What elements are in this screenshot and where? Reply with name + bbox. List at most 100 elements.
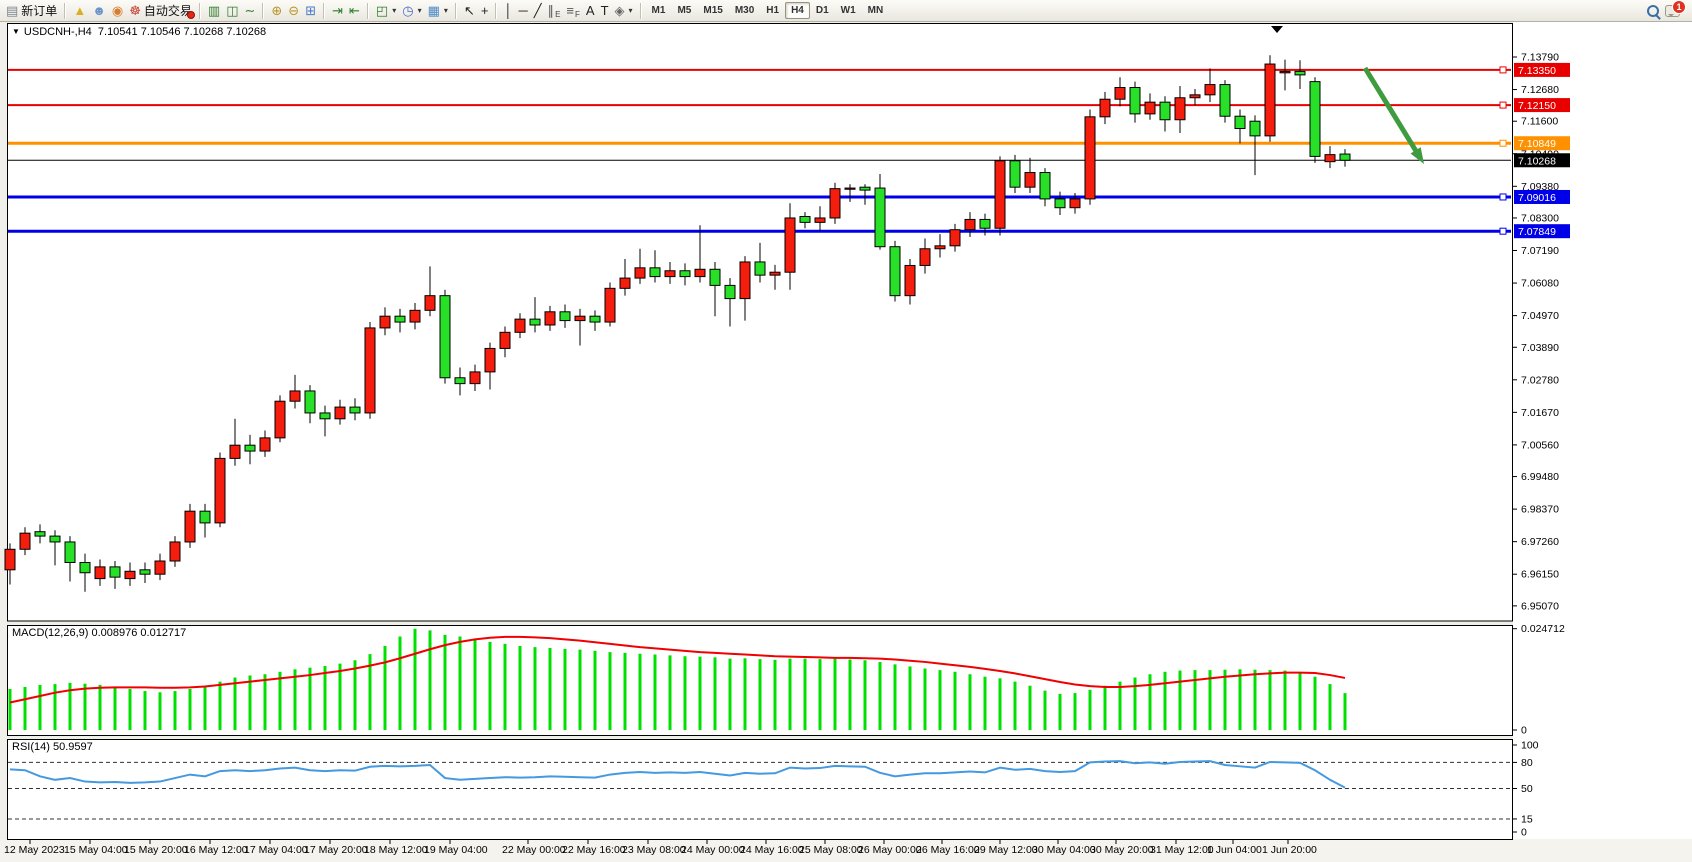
bull-candle[interactable] bbox=[784, 217, 796, 273]
bull-candle[interactable] bbox=[574, 315, 586, 322]
bull-candle[interactable] bbox=[169, 541, 181, 562]
timeframe-mn-button[interactable]: MN bbox=[867, 5, 884, 16]
bear-candle[interactable] bbox=[109, 566, 121, 578]
bull-candle[interactable] bbox=[1324, 154, 1336, 163]
timeframe-d1-button[interactable]: D1 bbox=[815, 5, 829, 16]
bull-candle[interactable] bbox=[964, 218, 976, 231]
bear-candle[interactable] bbox=[319, 412, 331, 420]
bear-candle[interactable] bbox=[979, 218, 991, 229]
chart-shift-icon[interactable]: ⇤ bbox=[346, 2, 363, 20]
bear-candle[interactable] bbox=[1159, 101, 1171, 121]
bull-candle[interactable] bbox=[184, 510, 196, 543]
bear-candle[interactable] bbox=[589, 315, 601, 323]
bull-candle[interactable] bbox=[364, 327, 376, 414]
profile-icon[interactable]: ☻ bbox=[89, 2, 109, 20]
bull-candle[interactable] bbox=[919, 248, 931, 266]
bull-candle[interactable] bbox=[94, 566, 106, 580]
bear-candle[interactable] bbox=[679, 270, 691, 278]
bull-candle[interactable] bbox=[829, 188, 841, 219]
bear-candle[interactable] bbox=[1129, 86, 1141, 115]
bear-candle[interactable] bbox=[34, 531, 46, 537]
trend-arrow[interactable] bbox=[1362, 66, 1419, 153]
timeframe-h1-button[interactable]: H1 bbox=[766, 5, 780, 16]
bear-candle[interactable] bbox=[529, 318, 541, 326]
bull-candle[interactable] bbox=[379, 315, 391, 329]
bull-candle[interactable] bbox=[634, 267, 646, 279]
auto-scroll-icon[interactable]: ⇥ bbox=[329, 2, 346, 20]
bull-candle[interactable] bbox=[994, 160, 1006, 229]
bull-candle[interactable] bbox=[604, 287, 616, 323]
bear-candle[interactable] bbox=[1309, 81, 1321, 157]
bull-candle[interactable] bbox=[739, 261, 751, 300]
bull-candle[interactable] bbox=[229, 444, 241, 459]
bear-candle[interactable] bbox=[754, 261, 766, 276]
autotrading-button[interactable]: ☸ 自动交易 bbox=[126, 2, 195, 20]
line-chart-icon[interactable]: ∼ bbox=[241, 2, 258, 20]
bull-candle[interactable] bbox=[124, 570, 136, 580]
signals-icon[interactable]: ◉ bbox=[109, 2, 126, 20]
bear-candle[interactable] bbox=[559, 311, 571, 322]
bull-candle[interactable] bbox=[1099, 98, 1111, 118]
bear-candle[interactable] bbox=[1294, 70, 1306, 76]
bear-candle[interactable] bbox=[1234, 115, 1246, 130]
bull-candle[interactable] bbox=[4, 548, 16, 571]
bull-candle[interactable] bbox=[1144, 101, 1156, 115]
bull-candle[interactable] bbox=[694, 268, 706, 278]
bull-candle[interactable] bbox=[1069, 198, 1081, 209]
crosshair-icon[interactable]: + bbox=[478, 2, 492, 20]
fibonacci-icon[interactable]: ≡ F bbox=[566, 2, 580, 19]
templates-icon[interactable]: ▦ ▾ bbox=[425, 2, 451, 20]
bull-candle[interactable] bbox=[769, 271, 781, 276]
bear-candle[interactable] bbox=[799, 216, 811, 223]
bull-candle[interactable] bbox=[1024, 172, 1036, 188]
chart-canvas[interactable]: 7.137907.126807.116007.104907.093807.083… bbox=[0, 22, 1692, 862]
bear-candle[interactable] bbox=[394, 315, 406, 323]
bull-candle[interactable] bbox=[214, 457, 226, 524]
label-icon[interactable]: T bbox=[598, 2, 612, 20]
line-end-marker[interactable] bbox=[1499, 101, 1507, 109]
bull-candle[interactable] bbox=[1174, 97, 1186, 121]
arrows-icon[interactable]: ◈ ▾ bbox=[612, 2, 636, 20]
bull-candle[interactable] bbox=[619, 277, 631, 289]
bear-candle[interactable] bbox=[439, 295, 451, 379]
bear-candle[interactable] bbox=[454, 377, 466, 385]
bull-candle[interactable] bbox=[1204, 84, 1216, 96]
periods-clock-icon[interactable]: ◷ ▾ bbox=[399, 2, 424, 20]
bear-candle[interactable] bbox=[1219, 84, 1231, 117]
cursor-icon[interactable]: ↖ bbox=[461, 2, 478, 20]
bull-candle[interactable] bbox=[1264, 63, 1276, 137]
line-end-marker[interactable] bbox=[1499, 66, 1507, 74]
new-chart-icon[interactable]: ◰ ▾ bbox=[373, 2, 399, 20]
chart-dropdown-icon[interactable]: ▼ bbox=[12, 27, 20, 36]
new-order-button[interactable]: ▤ 新订单 bbox=[3, 2, 60, 20]
bear-candle[interactable] bbox=[349, 406, 361, 414]
bull-candle[interactable] bbox=[154, 560, 166, 575]
bear-candle[interactable] bbox=[49, 535, 61, 543]
bull-candle[interactable] bbox=[844, 187, 856, 190]
line-end-marker[interactable] bbox=[1499, 193, 1507, 201]
trendline-icon[interactable]: ╱ bbox=[531, 2, 545, 20]
bull-candle[interactable] bbox=[934, 245, 946, 250]
bear-candle[interactable] bbox=[304, 390, 316, 414]
bear-candle[interactable] bbox=[889, 246, 901, 297]
bear-candle[interactable] bbox=[709, 268, 721, 286]
bull-candle[interactable] bbox=[334, 406, 346, 420]
bear-candle[interactable] bbox=[64, 541, 76, 563]
bear-candle[interactable] bbox=[724, 284, 736, 300]
bull-candle[interactable] bbox=[274, 400, 286, 439]
chevron-down-icon[interactable]: ▾ bbox=[443, 6, 448, 15]
bull-candle[interactable] bbox=[949, 229, 961, 247]
bear-candle[interactable] bbox=[199, 510, 211, 524]
search-icon[interactable] bbox=[1644, 2, 1662, 20]
bear-candle[interactable] bbox=[649, 267, 661, 278]
bull-candle[interactable] bbox=[1114, 86, 1126, 100]
zoom-out-icon[interactable]: ⊖ bbox=[285, 2, 302, 20]
horizontal-line-icon[interactable]: ─ bbox=[516, 2, 531, 20]
bear-candle[interactable] bbox=[1339, 153, 1351, 161]
bear-candle[interactable] bbox=[244, 444, 256, 452]
bull-candle[interactable] bbox=[544, 311, 556, 326]
tile-windows-icon[interactable]: ⊞ bbox=[302, 2, 319, 20]
bear-candle[interactable] bbox=[79, 561, 91, 574]
chevron-down-icon[interactable]: ▾ bbox=[392, 6, 397, 15]
channel-icon[interactable]: ∥ E bbox=[547, 2, 561, 19]
